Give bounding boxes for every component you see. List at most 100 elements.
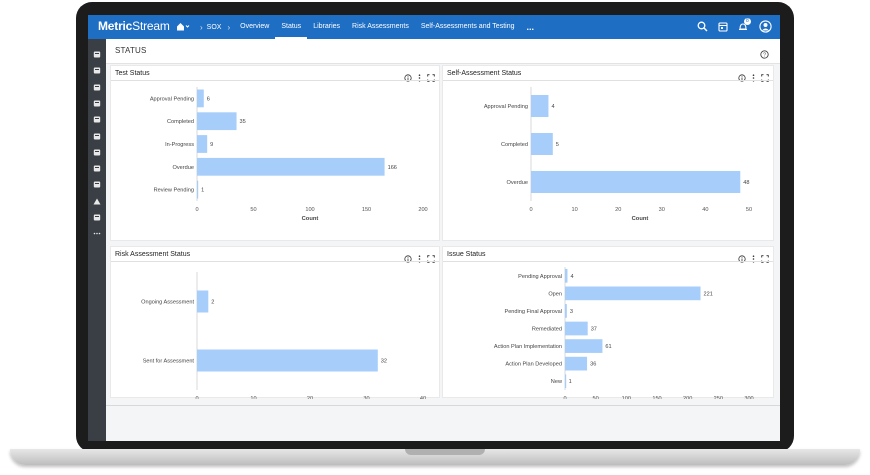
data-label: 9 (210, 142, 213, 148)
nav-tab-risk-assessments[interactable]: Risk Assessments (352, 23, 409, 30)
x-tick-label: 100 (622, 396, 631, 399)
panel-title: Risk Assessment Status (115, 251, 191, 258)
expand-icon[interactable] (761, 250, 769, 268)
category-label: Completed (501, 142, 528, 148)
bar[interactable] (531, 95, 549, 117)
more-icon[interactable] (93, 224, 101, 235)
top-navigation-bar: MetricStream › SOX › Overview Status Lib… (88, 15, 780, 39)
bar[interactable] (197, 112, 237, 131)
panel-toolbar (738, 250, 769, 268)
bar-chart-self-assessment-status: Approval Pending 4 Completed 5 Overdue 48 0 10 2… (484, 87, 752, 222)
bar[interactable] (197, 349, 378, 372)
expand-icon[interactable] (427, 250, 435, 268)
x-tick-label: 40 (420, 396, 426, 399)
category-label: Sent for Assessment (143, 359, 195, 365)
bar[interactable] (531, 171, 741, 193)
panel-header-divider (443, 261, 773, 262)
edit-icon[interactable] (93, 175, 101, 188)
reports-icon[interactable] (93, 61, 101, 74)
x-tick-label: 200 (683, 396, 692, 399)
x-tick-label: 0 (195, 396, 198, 399)
category-label: New (551, 379, 563, 385)
data-label: 221 (704, 291, 713, 297)
calendar-icon[interactable] (718, 21, 728, 32)
data-label: 3 (570, 309, 573, 315)
category-label: In-Progress (165, 142, 194, 148)
library-icon[interactable] (93, 110, 101, 123)
data-label: 166 (388, 165, 397, 171)
bar[interactable] (565, 321, 588, 336)
nav-more-button[interactable]: ... (526, 22, 534, 32)
camera-icon[interactable] (93, 208, 101, 221)
documents-icon[interactable] (93, 94, 101, 107)
info-icon[interactable] (738, 250, 746, 268)
refresh-icon[interactable] (93, 143, 101, 156)
page-bottom-divider (106, 405, 780, 406)
main-nav: › SOX › Overview Status Libraries Risk A… (176, 15, 540, 39)
notification-count-badge: 8 (744, 18, 751, 25)
dashboard-icon[interactable] (93, 45, 101, 58)
info-icon[interactable] (404, 250, 412, 268)
bar[interactable] (531, 133, 553, 155)
bar[interactable] (565, 286, 701, 301)
category-label: Review Pending (154, 188, 194, 194)
help-icon[interactable]: ? (760, 46, 769, 64)
category-label: Overdue (173, 165, 194, 171)
bar[interactable] (565, 374, 567, 389)
search-icon[interactable] (697, 21, 708, 32)
laptop-notch (405, 449, 485, 455)
logo-text-thin: Stream (132, 19, 170, 33)
panel-issue-status: Issue Status Pending Approval 4 Open 221 Pend… (442, 246, 774, 399)
expand-icon[interactable] (761, 69, 769, 87)
tasks-icon[interactable] (93, 159, 101, 172)
nav-tab-libraries[interactable]: Libraries (313, 23, 341, 30)
x-axis-title: Count (302, 216, 319, 222)
category-label: Pending Final Approval (504, 309, 562, 315)
nav-tab-overview[interactable]: Overview (240, 23, 270, 30)
x-tick-label: 10 (571, 207, 577, 213)
data-label: 1 (201, 188, 204, 194)
breadcrumb-sox[interactable]: SOX (206, 23, 222, 31)
bar[interactable] (197, 290, 209, 313)
data-label: 37 (591, 327, 597, 333)
data-label: 6 (207, 96, 210, 102)
panel-toolbar (404, 250, 435, 268)
bar[interactable] (565, 268, 568, 283)
top-right-icons: 8 (697, 18, 772, 33)
page-title: STATUS (115, 46, 147, 55)
bar[interactable] (197, 157, 385, 176)
nav-tab-self-assessments-testing[interactable]: Self-Assessments and Testing (420, 23, 515, 30)
info-icon[interactable] (738, 69, 746, 87)
user-avatar-icon[interactable] (759, 20, 772, 33)
app-logo[interactable]: MetricStream (98, 19, 170, 33)
bar[interactable] (197, 180, 199, 199)
svg-text:?: ? (763, 52, 766, 58)
x-tick-label: 0 (195, 207, 198, 213)
data-label: 4 (551, 104, 554, 110)
x-tick-label: 0 (529, 207, 532, 213)
settings-icon[interactable] (93, 78, 101, 91)
category-label: Completed (167, 119, 194, 125)
nav-tab-status[interactable]: Status (275, 15, 308, 39)
alert-icon[interactable] (93, 192, 101, 205)
x-tick-label: 50 (250, 207, 256, 213)
bar[interactable] (197, 89, 204, 108)
data-label: 5 (556, 142, 559, 148)
grid-icon[interactable] (93, 127, 101, 139)
bar[interactable] (565, 356, 588, 371)
x-tick-label: 150 (362, 207, 371, 213)
home-icon[interactable] (176, 22, 190, 33)
x-axis-title: Count (632, 216, 649, 222)
expand-icon[interactable] (427, 69, 435, 87)
notifications-icon[interactable]: 8 (738, 18, 751, 32)
x-tick-label: 30 (363, 396, 369, 399)
bar[interactable] (565, 304, 567, 318)
chevron-right-icon: › (227, 22, 231, 32)
x-tick-label: 30 (659, 207, 665, 213)
category-label: Approval Pending (484, 104, 528, 110)
category-label: Action Plan Developed (505, 362, 562, 368)
info-icon[interactable] (404, 69, 412, 87)
x-tick-label: 50 (593, 396, 599, 399)
bar[interactable] (197, 135, 208, 153)
bar[interactable] (565, 339, 603, 353)
